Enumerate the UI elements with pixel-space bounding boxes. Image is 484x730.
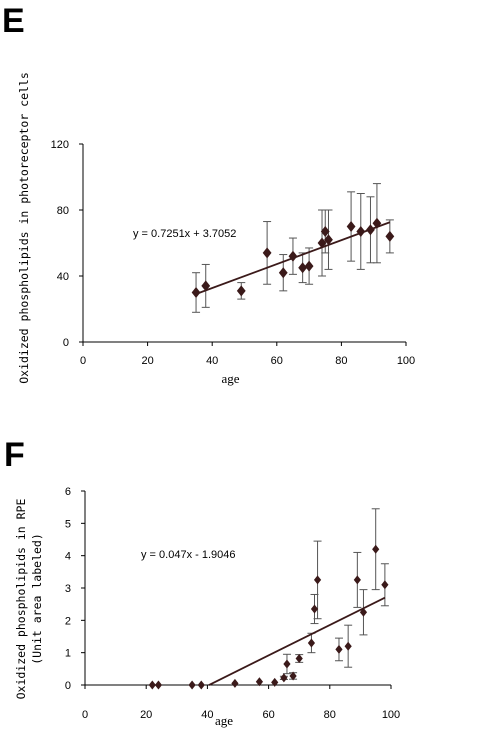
x-tick-label: 40 [206, 355, 218, 367]
trendline [208, 596, 386, 686]
data-point [356, 225, 366, 237]
data-point [310, 604, 319, 614]
data-point [353, 575, 361, 585]
data-point [346, 221, 356, 232]
x-tick-label: 20 [141, 355, 153, 367]
data-point [304, 260, 314, 272]
data-point [317, 237, 327, 249]
data-point [188, 680, 196, 690]
y-axis-label-line-2: (Unit area labeled) [30, 533, 44, 665]
panel-letter-f: F [4, 436, 25, 474]
data-point [372, 544, 380, 554]
data-point [289, 671, 297, 681]
x-axis-label: age [221, 371, 239, 386]
x-tick-label: 0 [80, 355, 86, 367]
x-tick-label: 40 [201, 709, 213, 721]
data-point [278, 267, 288, 279]
y-tick-label: 40 [57, 271, 69, 283]
data-point [307, 638, 316, 648]
y-axis-label: Oxidized phospholipids in photoreceptor … [17, 72, 31, 384]
trendline-equation: y = 0.047x - 1.9046 [141, 549, 235, 561]
y-tick-label: 80 [57, 205, 69, 217]
data-point [366, 224, 375, 236]
y-tick-label: 120 [51, 139, 69, 151]
data-point [255, 677, 264, 687]
x-tick-label: 0 [82, 709, 88, 721]
y-tick-label: 0 [65, 680, 71, 692]
x-tick-label: 100 [382, 709, 400, 721]
data-point [288, 250, 298, 262]
y-tick-label: 2 [65, 615, 71, 627]
y-tick-label: 3 [65, 583, 71, 595]
data-point [298, 262, 308, 274]
data-point [295, 653, 303, 663]
data-point [359, 607, 368, 617]
x-tick-label: 80 [335, 355, 347, 367]
data-point [236, 285, 246, 297]
x-tick-label: 100 [397, 355, 415, 367]
data-point [335, 644, 343, 654]
data-point [148, 680, 156, 690]
y-tick-label: 1 [65, 648, 71, 660]
y-tick-label: 0 [63, 337, 69, 349]
data-point [324, 234, 333, 246]
trendline-equation: y = 0.7251x + 3.7052 [133, 228, 236, 240]
y-tick-label: 4 [65, 551, 71, 563]
x-tick-label: 60 [271, 355, 283, 367]
data-point [320, 225, 330, 237]
data-point [197, 680, 205, 690]
data-point [385, 230, 395, 242]
data-point [313, 575, 322, 585]
y-tick-label: 5 [65, 518, 71, 530]
data-point [381, 580, 389, 590]
x-tick-label: 80 [324, 709, 336, 721]
y-axis-label: Oxidized phospholipids in RPE [14, 499, 28, 700]
x-tick-label: 20 [140, 709, 152, 721]
data-point [262, 247, 272, 259]
y-tick-label: 6 [65, 486, 71, 498]
x-tick-label: 60 [262, 709, 274, 721]
data-point [271, 677, 279, 687]
data-point [344, 641, 352, 651]
data-point [191, 287, 201, 298]
data-point [154, 680, 163, 690]
data-point [201, 280, 211, 292]
data-point [231, 678, 239, 688]
x-axis-label: age [215, 713, 233, 728]
data-point [372, 217, 382, 229]
data-point [280, 673, 288, 683]
panel-letter-e: E [2, 2, 25, 40]
data-point [283, 659, 291, 669]
